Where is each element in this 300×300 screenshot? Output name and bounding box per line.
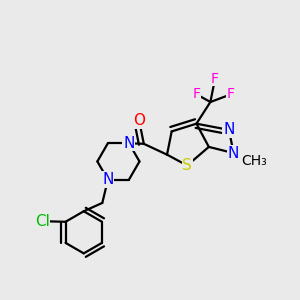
Text: N: N xyxy=(223,122,235,137)
Text: N: N xyxy=(228,146,239,160)
Text: F: F xyxy=(192,87,200,101)
Text: N: N xyxy=(102,172,114,187)
Text: Cl: Cl xyxy=(35,214,50,229)
Text: O: O xyxy=(133,113,145,128)
Text: CH₃: CH₃ xyxy=(241,154,267,168)
Text: F: F xyxy=(227,87,235,101)
Text: S: S xyxy=(182,158,192,173)
Text: F: F xyxy=(211,72,219,86)
Text: N: N xyxy=(123,136,135,151)
